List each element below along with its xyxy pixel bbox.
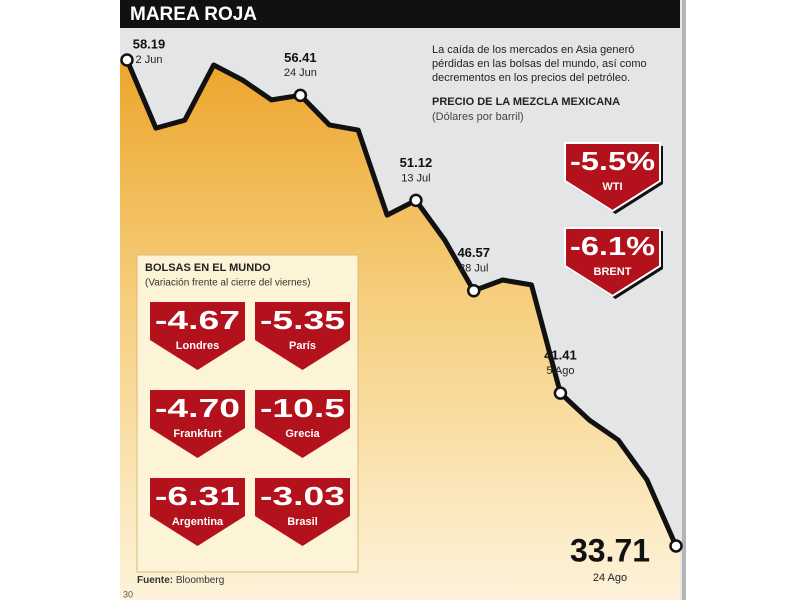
- markets-title: BOLSAS EN EL MUNDO: [145, 262, 271, 274]
- arrow: [150, 302, 245, 370]
- arrow-value: -6.31: [155, 481, 240, 511]
- arrow-name: Londres: [176, 340, 219, 352]
- notes: PRECIO DE LA MEZCLA MEXICANA (Dólares po…: [432, 44, 647, 123]
- value-label: 51.12: [400, 155, 433, 170]
- down-arrow: -6.31 Argentina: [150, 478, 245, 546]
- source: Fuente: Bloomberg: [137, 575, 224, 586]
- down-arrow: -4.70 Frankfurt: [150, 390, 245, 458]
- value-label: 33.71: [570, 532, 650, 568]
- arrow-value: -3.03: [260, 481, 345, 511]
- down-arrow: -3.03 Brasil: [255, 478, 350, 546]
- subtitle: PRECIO DE LA MEZCLA MEXICANA: [432, 96, 620, 108]
- arrow: [255, 302, 350, 370]
- arrow: [564, 227, 661, 298]
- arrow-value: -4.67: [155, 305, 240, 335]
- price-line: [124, 59, 679, 548]
- arrow-value: -4.70: [155, 393, 240, 423]
- value-label: 46.57: [457, 245, 490, 260]
- arrow-name: Argentina: [172, 516, 224, 528]
- arrow-value: -5.5%: [570, 146, 655, 176]
- arrow-name: BRENT: [594, 266, 632, 278]
- point-marker: [293, 88, 308, 103]
- annotation-line: decrementos en los precios del petróleo.: [432, 72, 630, 84]
- point-marker: [409, 193, 423, 208]
- annotation-line: La caída de los mercados en Asia generó: [432, 44, 634, 56]
- point-marker: [466, 283, 481, 298]
- arrow: [564, 142, 661, 213]
- down-arrow: -5.5% WTI: [564, 142, 663, 214]
- value-label: 56.41: [284, 50, 317, 65]
- arrow-value: -6.1%: [570, 231, 655, 261]
- source-label: Fuente:: [137, 575, 173, 586]
- source-text: Bloomberg: [176, 575, 224, 586]
- point-marker: [120, 53, 134, 67]
- arrow-name: Frankfurt: [173, 428, 222, 440]
- down-arrow: -6.1% BRENT: [564, 227, 663, 299]
- point-marker: [553, 386, 568, 400]
- date-label: 28 Jul: [459, 263, 488, 275]
- arrow-value: -10.5: [260, 393, 345, 423]
- date-label: 2 Jun: [136, 54, 163, 66]
- value-label: 58.19: [133, 36, 166, 51]
- arrow: [150, 390, 245, 458]
- arrow-name: Brasil: [287, 516, 318, 528]
- chart-title: MAREA ROJA: [130, 4, 257, 25]
- date-label: 13 Jul: [401, 172, 430, 184]
- page-number: 30: [123, 589, 133, 599]
- arrow: [255, 478, 350, 546]
- arrow-name: París: [289, 340, 316, 352]
- point-marker: [669, 539, 683, 553]
- arrow-name: WTI: [602, 181, 622, 193]
- date-label: 24 Jun: [284, 67, 317, 79]
- arrow-name: Grecia: [285, 428, 320, 440]
- down-arrow: -5.35 París: [255, 302, 350, 370]
- header-bar: [120, 0, 680, 28]
- annotation-line: pérdidas en las bolsas del mundo, así co…: [432, 58, 647, 70]
- down-arrow: -10.5 Grecia: [255, 390, 350, 458]
- date-label: 5 Ago: [546, 365, 574, 377]
- markets-subtitle: (Variación frente al cierre del viernes): [145, 278, 310, 289]
- date-label: 24 Ago: [593, 572, 627, 584]
- arrow: [150, 478, 245, 546]
- arrow-value: -5.35: [260, 305, 345, 335]
- unit: (Dólares por barril): [432, 111, 524, 123]
- value-label: 41.41: [544, 348, 577, 363]
- down-arrow: -4.67 Londres: [150, 302, 245, 370]
- arrow: [255, 390, 350, 458]
